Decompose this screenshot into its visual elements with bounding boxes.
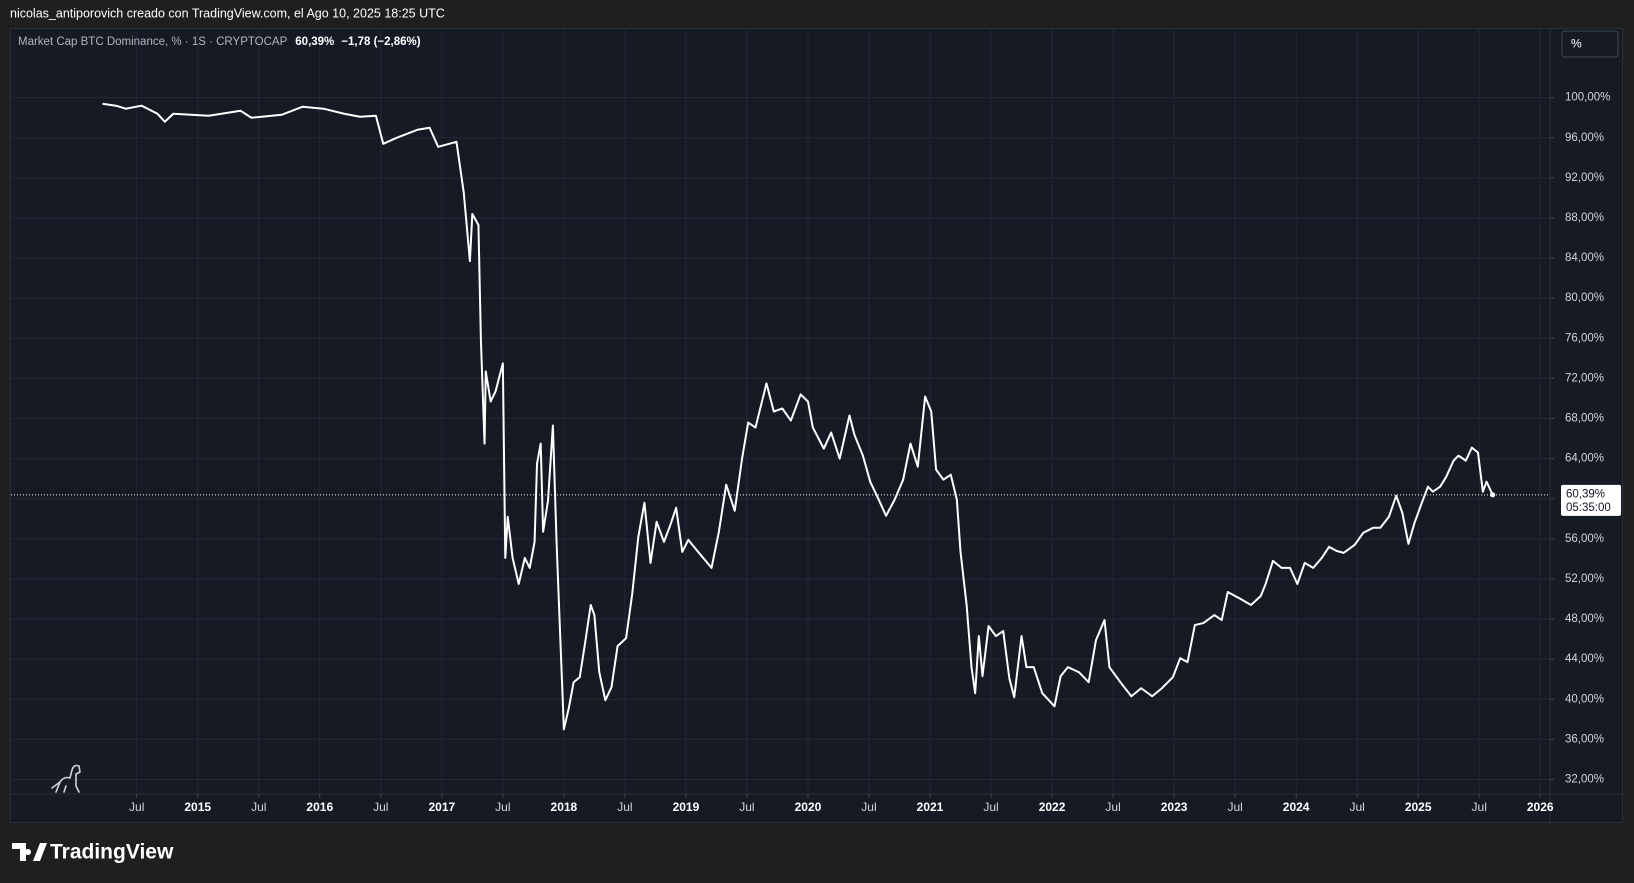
scale-button[interactable]: % — [1561, 30, 1619, 58]
chart-panel — [10, 28, 1623, 823]
x-tick-label: Jul — [739, 800, 754, 814]
x-tick-label: 2021 — [917, 800, 944, 814]
data-line — [102, 102, 1494, 731]
plot — [11, 102, 1550, 731]
x-tick-label: Jul — [129, 800, 144, 814]
y-tick-label: 96,00% — [1565, 132, 1604, 144]
x-tick-label: Jul — [983, 800, 998, 814]
countdown-label: 05:35:00 — [1566, 502, 1611, 514]
axes: 32,00% 36,00% 40,00% 44,00% 48,00% 52,00% 56,0… — [129, 92, 1621, 814]
x-tick-label: 2019 — [673, 800, 700, 814]
x-tick-label: Jul — [495, 800, 510, 814]
y-tick-label: 80,00% — [1565, 292, 1604, 304]
scale-button-label[interactable]: % — [1571, 37, 1582, 51]
logo: TradingView — [12, 841, 174, 864]
y-tick-label: 36,00% — [1565, 733, 1604, 745]
y-tick-label: 72,00% — [1565, 372, 1604, 384]
last-point — [1490, 492, 1496, 498]
y-tick-label: 88,00% — [1565, 212, 1604, 224]
legend-value: 60,39% — [295, 36, 334, 48]
x-tick-label: 2025 — [1405, 800, 1432, 814]
x-tick-label: Jul — [373, 800, 388, 814]
y-tick-label: 48,00% — [1565, 613, 1604, 625]
x-tick-label: Jul — [1227, 800, 1242, 814]
y-tick-label: 40,00% — [1565, 693, 1604, 705]
x-tick-label: Jul — [861, 800, 876, 814]
y-tick-label: 68,00% — [1565, 413, 1604, 425]
grid — [11, 29, 1550, 794]
x-tick-label: Jul — [1349, 800, 1364, 814]
y-tick-label: 92,00% — [1565, 172, 1604, 184]
logo-icon — [12, 843, 47, 861]
x-tick-label: 2026 — [1527, 800, 1554, 814]
x-tick-label: Jul — [617, 800, 632, 814]
x-tick-label: 2018 — [551, 800, 578, 814]
header: nicolas_antiporovich creado con TradingV… — [10, 6, 445, 20]
x-tick-label: 2020 — [795, 800, 822, 814]
logo-text: TradingView — [50, 841, 174, 864]
y-tick-label: 76,00% — [1565, 332, 1604, 344]
x-tick-label: 2022 — [1039, 800, 1066, 814]
dino-outline — [51, 764, 81, 793]
y-tick-label: 100,00% — [1565, 92, 1610, 104]
legend: Market Cap BTC Dominance, % · 1S · CRYPT… — [18, 36, 421, 48]
legend-name: Market Cap BTC Dominance, % · 1S · CRYPT… — [18, 36, 288, 48]
legend-change: −1,78 (−2,86%) — [341, 36, 420, 48]
x-tick-label: 2024 — [1283, 800, 1310, 814]
x-tick-label: Jul — [251, 800, 266, 814]
x-tick-label: 2023 — [1161, 800, 1188, 814]
x-tick-label: 2015 — [184, 800, 211, 814]
y-tick-label: 32,00% — [1565, 773, 1604, 785]
last-price-box — [1561, 484, 1621, 516]
y-tick-label: 56,00% — [1565, 533, 1604, 545]
dino-icon — [51, 764, 81, 793]
last-price-label: 60,39% — [1566, 488, 1605, 500]
x-tick-label: Jul — [1105, 800, 1120, 814]
x-tick-label: 2017 — [428, 800, 455, 814]
y-tick-label: 84,00% — [1565, 252, 1604, 264]
x-tick-label: 2016 — [306, 800, 333, 814]
y-tick-label: 52,00% — [1565, 573, 1604, 585]
y-tick-label: 44,00% — [1565, 653, 1604, 665]
x-tick-label: Jul — [1472, 800, 1487, 814]
y-tick-label: 64,00% — [1565, 453, 1604, 465]
scale-button-box[interactable] — [1561, 30, 1619, 58]
